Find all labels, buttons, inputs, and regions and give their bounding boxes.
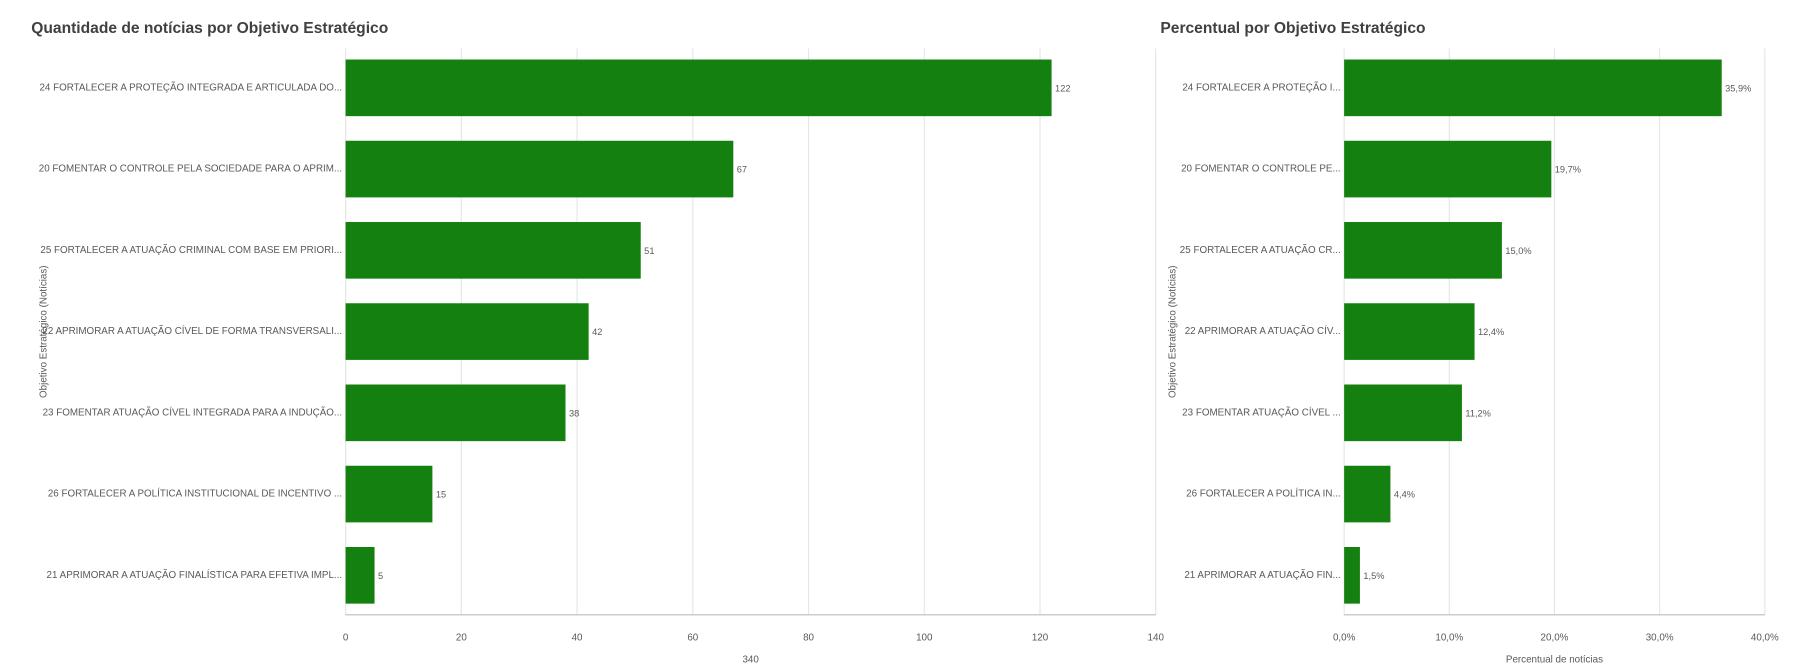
bar — [345, 222, 641, 279]
value-label: 38 — [569, 408, 579, 418]
chart-title: Percentual por Objetivo Estratégico — [1160, 20, 1425, 37]
value-label: 42 — [592, 327, 602, 337]
category-label: 25 FORTALECER A ATUAÇÃO CRIMINAL COM BAS… — [40, 245, 342, 256]
value-label: 1,5% — [1363, 571, 1384, 581]
value-label: 4,4% — [1394, 490, 1415, 500]
value-label: 5 — [378, 571, 383, 581]
category-label: 21 APRIMORAR A ATUAÇÃO FIN... — [1184, 570, 1340, 581]
category-label: 26 FORTALECER A POLÍTICA INSTITUCIONAL D… — [48, 489, 342, 500]
bar — [345, 59, 1052, 117]
value-label: 67 — [737, 165, 747, 175]
category-label: 20 FOMENTAR O CONTROLE PE... — [1181, 164, 1341, 175]
value-label: 15 — [436, 490, 446, 500]
x-tick-label: 10,0% — [1435, 633, 1463, 644]
value-label: 12,4% — [1478, 327, 1504, 337]
category-label: 23 FOMENTAR ATUAÇÃO CÍVEL INTEGRADA PARA… — [43, 407, 343, 418]
bar — [345, 140, 734, 198]
bar — [1344, 547, 1360, 604]
bar — [1344, 303, 1475, 360]
value-label: 11,2% — [1465, 408, 1491, 418]
bar — [345, 303, 589, 360]
bar — [345, 384, 566, 442]
value-label: 19,7% — [1555, 165, 1581, 175]
y-axis-title: Objetivo Estratégico (Notícias) — [39, 265, 50, 398]
bar — [345, 547, 375, 604]
category-label: 21 APRIMORAR A ATUAÇÃO FINALÍSTICA PARA … — [47, 570, 343, 581]
bar — [1344, 384, 1462, 442]
x-tick-label: 0,0% — [1333, 633, 1356, 644]
x-tick-label: 0 — [343, 633, 349, 644]
value-label: 51 — [644, 246, 654, 256]
x-axis-title: 340 — [742, 655, 759, 665]
bar — [1344, 59, 1722, 117]
x-tick-label: 140 — [1148, 633, 1165, 644]
bar — [345, 465, 433, 523]
chart-title: Quantidade de notícias por Objetivo Estr… — [31, 20, 388, 37]
x-tick-label: 120 — [1032, 633, 1049, 644]
x-tick-label: 20 — [456, 633, 467, 644]
category-label: 22 APRIMORAR A ATUAÇÃO CÍVEL DE FORMA TR… — [42, 326, 342, 337]
bar — [1344, 465, 1391, 523]
category-label: 22 APRIMORAR A ATUAÇÃO CÍV... — [1185, 326, 1341, 337]
category-label: 24 FORTALECER A PROTEÇÃO INTEGRADA E ART… — [39, 82, 342, 93]
category-label: 26 FORTALECER A POLÍTICA IN... — [1186, 489, 1341, 500]
x-tick-label: 100 — [916, 633, 933, 644]
value-label: 15,0% — [1505, 246, 1531, 256]
category-label: 20 FOMENTAR O CONTROLE PELA SOCIEDADE PA… — [39, 164, 342, 175]
x-tick-label: 60 — [687, 633, 698, 644]
value-label: 122 — [1055, 83, 1070, 93]
x-axis-title: Percentual de notícias — [1506, 655, 1603, 665]
x-tick-label: 20,0% — [1541, 633, 1569, 644]
value-label: 35,9% — [1725, 83, 1751, 93]
x-tick-label: 80 — [803, 633, 814, 644]
x-tick-label: 40,0% — [1751, 633, 1779, 644]
y-axis-title: Objetivo Estratégico (Notícias) — [1168, 265, 1179, 398]
bar — [1344, 222, 1502, 279]
x-tick-label: 40 — [572, 633, 583, 644]
bar — [1344, 140, 1552, 198]
category-label: 25 FORTALECER A ATUAÇÃO CR... — [1180, 245, 1341, 256]
x-tick-label: 30,0% — [1646, 633, 1674, 644]
category-label: 23 FOMENTAR ATUAÇÃO CÍVEL ... — [1182, 407, 1340, 418]
category-label: 24 FORTALECER A PROTEÇÃO I... — [1182, 82, 1340, 93]
